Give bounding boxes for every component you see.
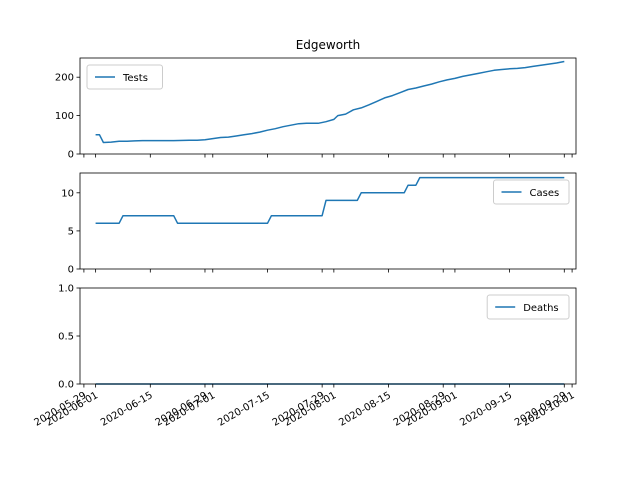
chart-title: Edgeworth: [296, 38, 361, 52]
y-tick-label: 200: [55, 73, 74, 84]
legend-label: Tests: [122, 73, 148, 84]
x-tick-label: 2020-07-15: [216, 390, 272, 429]
panel-tests: 0 100 200 Tests: [55, 57, 577, 161]
axes-frame: [79, 172, 577, 270]
y-tick-label: 0: [68, 265, 74, 276]
y-tick-label: 0: [68, 150, 74, 161]
y-tick-label: 1.0: [58, 284, 74, 295]
panel-deaths: 0.00.51.02020-05-292020-06-012020-06-152…: [33, 284, 577, 429]
series-line-tests: [95, 60, 565, 144]
y-tick-label: 100: [55, 111, 74, 122]
x-tick-label: 2020-08-15: [337, 390, 393, 429]
y-tick-label: 5: [68, 226, 74, 237]
legend-label: Deaths: [523, 303, 558, 314]
x-tick-label: 2020-06-15: [99, 390, 155, 429]
legend-tests: Tests: [86, 64, 163, 90]
axes-frame: [79, 57, 577, 155]
y-tick-label: 0.0: [58, 380, 74, 391]
legend-box: [493, 179, 570, 205]
legend-cases: Cases: [493, 179, 570, 205]
legend-deaths: Deaths: [486, 294, 570, 320]
y-tick-label: 10: [61, 188, 74, 199]
panel-cases: 0 5 10 Cases: [61, 172, 577, 276]
legend-box: [86, 64, 163, 90]
series-line-cases: [95, 176, 565, 225]
y-tick-label: 0.5: [58, 332, 74, 343]
x-tick-label: 2020-09-15: [458, 390, 514, 429]
legend-label: Cases: [530, 188, 560, 199]
legend-box: [486, 294, 570, 320]
